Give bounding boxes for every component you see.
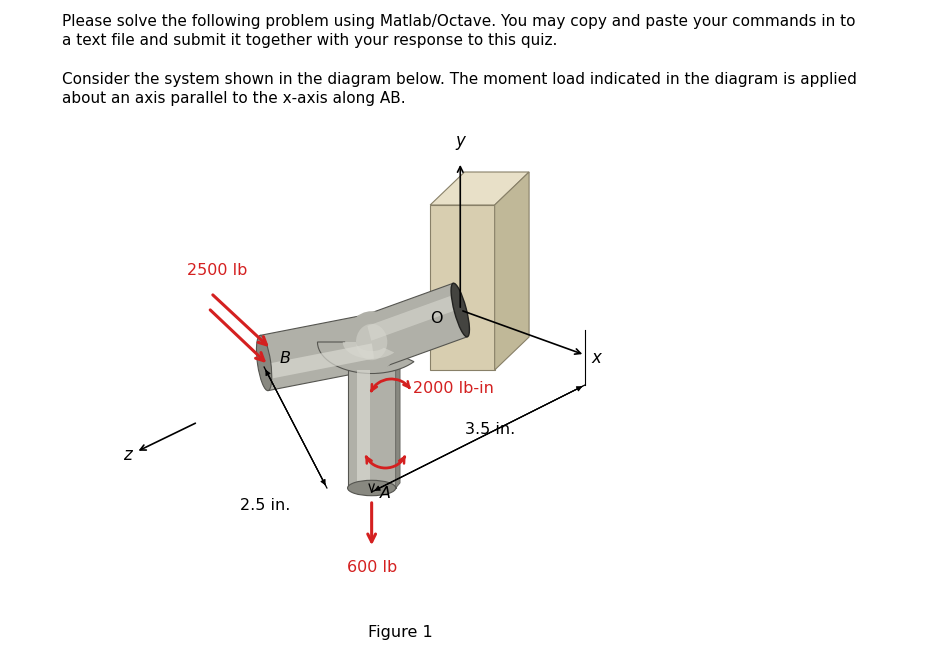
- Text: 2500 lb: 2500 lb: [187, 263, 247, 278]
- Text: 3.5 in.: 3.5 in.: [465, 422, 515, 438]
- Text: B: B: [280, 351, 290, 366]
- Text: z: z: [123, 446, 132, 464]
- Ellipse shape: [451, 283, 470, 336]
- Polygon shape: [357, 370, 370, 488]
- Polygon shape: [365, 283, 468, 368]
- Text: y: y: [456, 132, 465, 150]
- Text: x: x: [591, 349, 602, 367]
- Text: O: O: [431, 311, 443, 325]
- Text: Consider the system shown in the diagram below. The moment load indicated in the: Consider the system shown in the diagram…: [62, 72, 857, 87]
- Polygon shape: [348, 370, 396, 488]
- Text: Please solve the following problem using Matlab/Octave. You may copy and paste y: Please solve the following problem using…: [62, 14, 856, 29]
- Polygon shape: [343, 342, 394, 359]
- Ellipse shape: [356, 324, 387, 360]
- Text: 2.5 in.: 2.5 in.: [240, 497, 290, 513]
- Polygon shape: [264, 343, 374, 380]
- Text: a text file and submit it together with your response to this quiz.: a text file and submit it together with …: [62, 33, 557, 48]
- Polygon shape: [495, 172, 529, 370]
- Polygon shape: [396, 365, 400, 488]
- Text: Figure 1: Figure 1: [367, 624, 432, 640]
- Polygon shape: [367, 294, 460, 340]
- Polygon shape: [317, 342, 414, 374]
- Ellipse shape: [257, 335, 272, 390]
- Text: 600 lb: 600 lb: [347, 560, 397, 575]
- Ellipse shape: [345, 311, 398, 373]
- Text: about an axis parallel to the x-axis along AB.: about an axis parallel to the x-axis alo…: [62, 91, 405, 106]
- Polygon shape: [431, 172, 529, 205]
- Polygon shape: [431, 205, 495, 370]
- Polygon shape: [260, 315, 376, 390]
- Text: A: A: [380, 485, 392, 501]
- Text: 2000 lb-in: 2000 lb-in: [413, 380, 494, 396]
- Ellipse shape: [348, 480, 396, 495]
